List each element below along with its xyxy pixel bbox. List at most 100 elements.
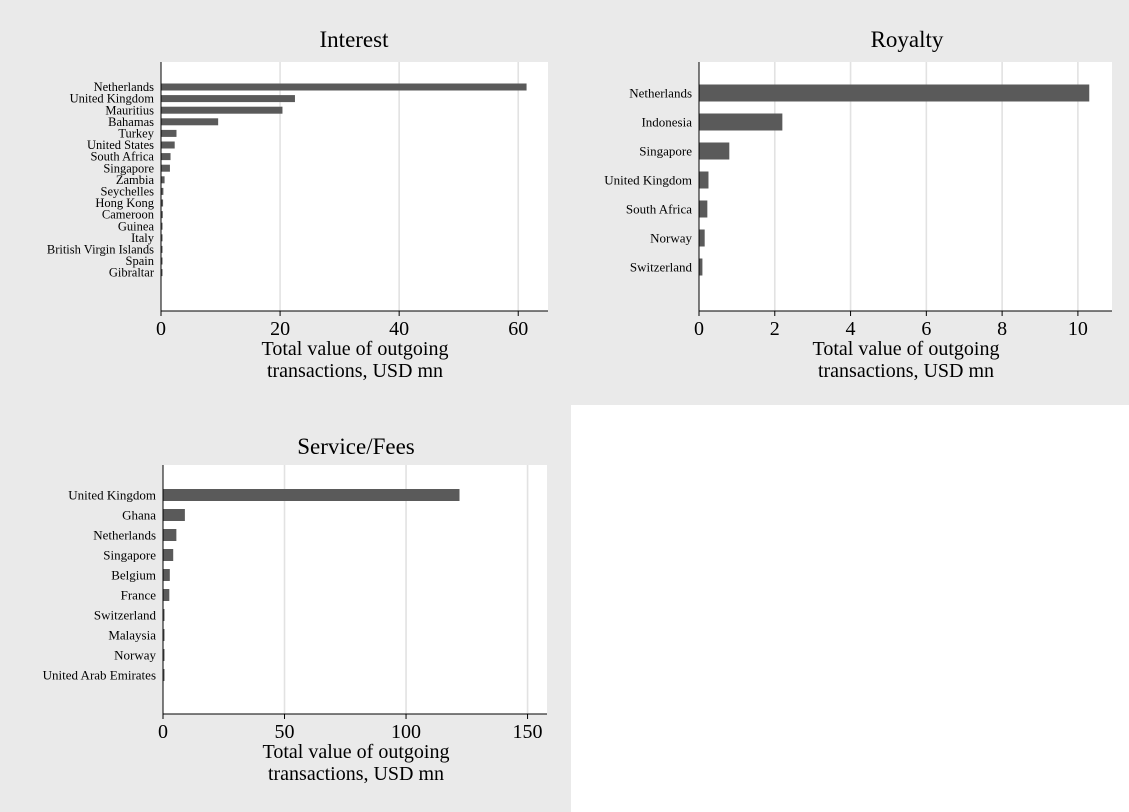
bar-interest-turkey [161,129,177,137]
service-fees-tick-label: 100 [391,721,421,743]
bar-interest-british-virgin-islands [161,245,163,253]
bar-interest-south-africa [161,153,171,161]
royalty-tick-label: 2 [770,318,780,340]
panel-interest-x-label-line2: transactions, USD mn [267,360,443,382]
panel-interest-bars [161,83,527,277]
panel-royalty-x-label-line1: Total value of outgoing [813,338,1000,360]
panel-royalty-gridlines [773,62,1079,311]
category-label-interest-seychelles: Seychelles [101,185,155,199]
panel-service-fees-x-label-line1: Total value of outgoing [263,741,450,763]
category-label-service-fees-norway: Norway [114,647,156,662]
category-label-interest-mauritius: Mauritius [105,103,154,117]
category-label-interest-united-states: United States [87,138,154,152]
category-label-service-fees-united-arab-emirates: United Arab Emirates [43,667,156,682]
category-label-royalty-netherlands: Netherlands [629,85,692,100]
bar-royalty-indonesia [699,113,783,131]
category-label-interest-bahamas: Bahamas [108,115,154,129]
royalty-tick-label: 4 [846,318,856,340]
panel-royalty-bars [699,84,1090,276]
panel-interest-plot-area [161,62,548,311]
bar-service-fees-belgium [163,569,170,581]
bar-service-fees-malaysia [163,629,165,641]
bar-interest-netherlands [161,83,527,91]
royalty-tick-label: 10 [1068,318,1088,340]
category-label-interest-gibraltar: Gibraltar [109,266,155,280]
category-label-royalty-south-africa: South Africa [626,201,692,216]
bar-interest-united-kingdom [161,95,295,103]
bar-interest-italy [161,234,163,242]
panel-service-fees-category-labels: United Kingdom Ghana Netherlands Singapore B… [43,487,157,682]
panel-interest-x-label-line1: Total value of outgoing [262,338,449,360]
category-label-service-fees-switzerland: Switzerland [94,607,157,622]
category-label-interest-guinea: Guinea [118,219,155,233]
bar-service-fees-norway [163,649,165,661]
panel-service-fees-bars [163,489,460,681]
category-label-interest-turkey: Turkey [118,127,154,141]
panel-interest-x-ticks: 0 20 40 60 [156,311,528,340]
bar-interest-united-states [161,141,175,149]
category-label-interest-singapore: Singapore [103,161,154,175]
category-label-interest-united-kingdom: United Kingdom [70,92,155,106]
category-label-royalty-singapore: Singapore [639,143,692,158]
bar-interest-bahamas [161,118,219,126]
panel-royalty-plot-area [699,62,1112,311]
bar-interest-spain [161,257,163,265]
panel-service-fees-x-ticks: 0 50 100 150 [158,714,543,743]
bar-interest-cameroon [161,211,163,219]
bar-royalty-singapore [699,142,730,160]
category-label-interest-cameroon: Cameroon [102,208,155,222]
panel-royalty-x-ticks: 0 2 4 6 8 10 [694,311,1088,340]
bar-royalty-south-africa [699,200,708,218]
category-label-service-fees-singapore: Singapore [103,547,156,562]
bar-royalty-netherlands [699,84,1090,102]
category-label-service-fees-ghana: Ghana [122,507,156,522]
bar-royalty-norway [699,229,705,247]
royalty-tick-label: 0 [694,318,704,340]
category-label-interest-british-virgin-islands: British Virgin Islands [47,243,154,257]
panel-service-fees-title: Service/Fees [297,434,415,459]
bar-interest-zambia [161,176,165,184]
bar-service-fees-netherlands [163,529,177,541]
interest-tick-label: 0 [156,318,166,340]
bar-royalty-switzerland [699,258,703,276]
category-label-royalty-united-kingdom: United Kingdom [604,172,692,187]
bar-interest-hong-kong [161,199,164,207]
bar-interest-seychelles [161,187,164,195]
panel-service-fees: 0 50 100 150 United Kingdom Ghana Netherlands… [0,405,571,812]
bar-interest-singapore [161,164,170,172]
category-label-interest-netherlands: Netherlands [94,80,155,94]
panel-service-fees-x-label-line2: transactions, USD mn [268,763,444,785]
bar-service-fees-united-arab-emirates [163,669,165,681]
panel-royalty-x-label-line2: transactions, USD mn [818,360,994,382]
panel-royalty-title: Royalty [871,27,944,52]
panel-interest-gridlines [279,62,520,311]
category-label-service-fees-malaysia: Malaysia [108,627,156,642]
bar-royalty-united-kingdom [699,171,709,189]
bar-service-fees-france [163,589,170,601]
category-label-interest-italy: Italy [131,231,155,245]
royalty-tick-label: 8 [997,318,1007,340]
category-label-royalty-indonesia: Indonesia [641,114,692,129]
category-label-service-fees-netherlands: Netherlands [93,527,156,542]
interest-tick-label: 20 [270,318,290,340]
service-fees-tick-label: 50 [275,721,295,743]
panel-service-fees-plot-area [163,465,547,714]
interest-tick-label: 60 [508,318,528,340]
category-label-royalty-norway: Norway [650,230,692,245]
bar-interest-mauritius [161,106,283,114]
service-fees-tick-label: 150 [513,721,543,743]
bar-service-fees-switzerland [163,609,165,621]
interest-tick-label: 40 [389,318,409,340]
category-label-interest-spain: Spain [126,254,155,268]
bar-service-fees-united-kingdom [163,489,460,501]
service-fees-tick-label: 0 [158,721,168,743]
bar-interest-gibraltar [161,269,163,277]
panel-interest-title: Interest [320,27,390,52]
bar-service-fees-singapore [163,549,174,561]
panel-royalty: 0 2 4 6 8 10 Netherlands Indonesia Singapore Uni… [571,0,1129,405]
category-label-service-fees-france: France [121,587,157,602]
category-label-interest-south-africa: South Africa [90,150,154,164]
panel-service-fees-gridlines [283,465,529,714]
